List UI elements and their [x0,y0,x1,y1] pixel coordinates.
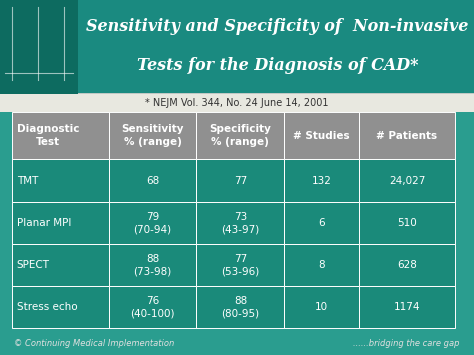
Bar [12,286,109,328]
Bar [196,286,284,328]
Text: 132: 132 [311,176,331,186]
Bar [0,0,78,94]
Bar [358,202,456,244]
Text: 68: 68 [146,176,159,186]
Text: 73
(43-97): 73 (43-97) [221,212,259,234]
Text: 77: 77 [234,176,247,186]
Text: 510: 510 [397,218,417,228]
Text: # Patients: # Patients [376,131,438,141]
Text: Sensitivity
% (range): Sensitivity % (range) [121,125,184,147]
Text: 6: 6 [318,218,325,228]
Text: Planar MPI: Planar MPI [17,218,71,228]
Text: Diagnostic
Test: Diagnostic Test [17,125,79,147]
Text: 1174: 1174 [394,302,420,312]
Bar [12,112,109,159]
Text: SPECT: SPECT [17,260,50,270]
Text: Sensitivity and Specificity of  Non-invasive: Sensitivity and Specificity of Non-invas… [86,18,468,35]
Bar [284,112,358,159]
Text: 76
(40-100): 76 (40-100) [130,296,175,318]
Bar [12,159,109,202]
Text: 77
(53-96): 77 (53-96) [221,254,259,276]
Text: * NEJM Vol. 344, No. 24 June 14, 2001: * NEJM Vol. 344, No. 24 June 14, 2001 [145,98,329,108]
Bar [358,112,456,159]
Text: 88
(80-95): 88 (80-95) [221,296,259,318]
Text: ......bridging the care gap: ......bridging the care gap [353,339,460,348]
Bar [284,244,358,286]
Bar [196,202,284,244]
Bar [109,112,196,159]
Bar [0,94,474,112]
Bar [109,202,196,244]
Bar [0,93,474,98]
Text: Stress echo: Stress echo [17,302,77,312]
Bar [358,159,456,202]
Bar [12,202,109,244]
Text: Tests for the Diagnosis of CAD*: Tests for the Diagnosis of CAD* [137,58,418,74]
Text: Specificity
% (range): Specificity % (range) [210,125,271,147]
Bar [358,244,456,286]
Text: 79
(70-94): 79 (70-94) [134,212,172,234]
Bar [284,286,358,328]
Text: © Continuing Medical Implementation: © Continuing Medical Implementation [14,339,174,348]
Text: 10: 10 [315,302,328,312]
Bar [109,159,196,202]
Bar [196,159,284,202]
Bar [196,244,284,286]
Text: 24,027: 24,027 [389,176,425,186]
Text: 628: 628 [397,260,417,270]
Text: # Studies: # Studies [293,131,350,141]
Bar [0,0,474,94]
Bar [109,286,196,328]
Text: TMT: TMT [17,176,38,186]
Bar [284,202,358,244]
Bar [196,112,284,159]
Text: 88
(73-98): 88 (73-98) [134,254,172,276]
Bar [12,244,109,286]
Bar [358,286,456,328]
Text: 8: 8 [318,260,325,270]
Bar [109,244,196,286]
Bar [284,159,358,202]
